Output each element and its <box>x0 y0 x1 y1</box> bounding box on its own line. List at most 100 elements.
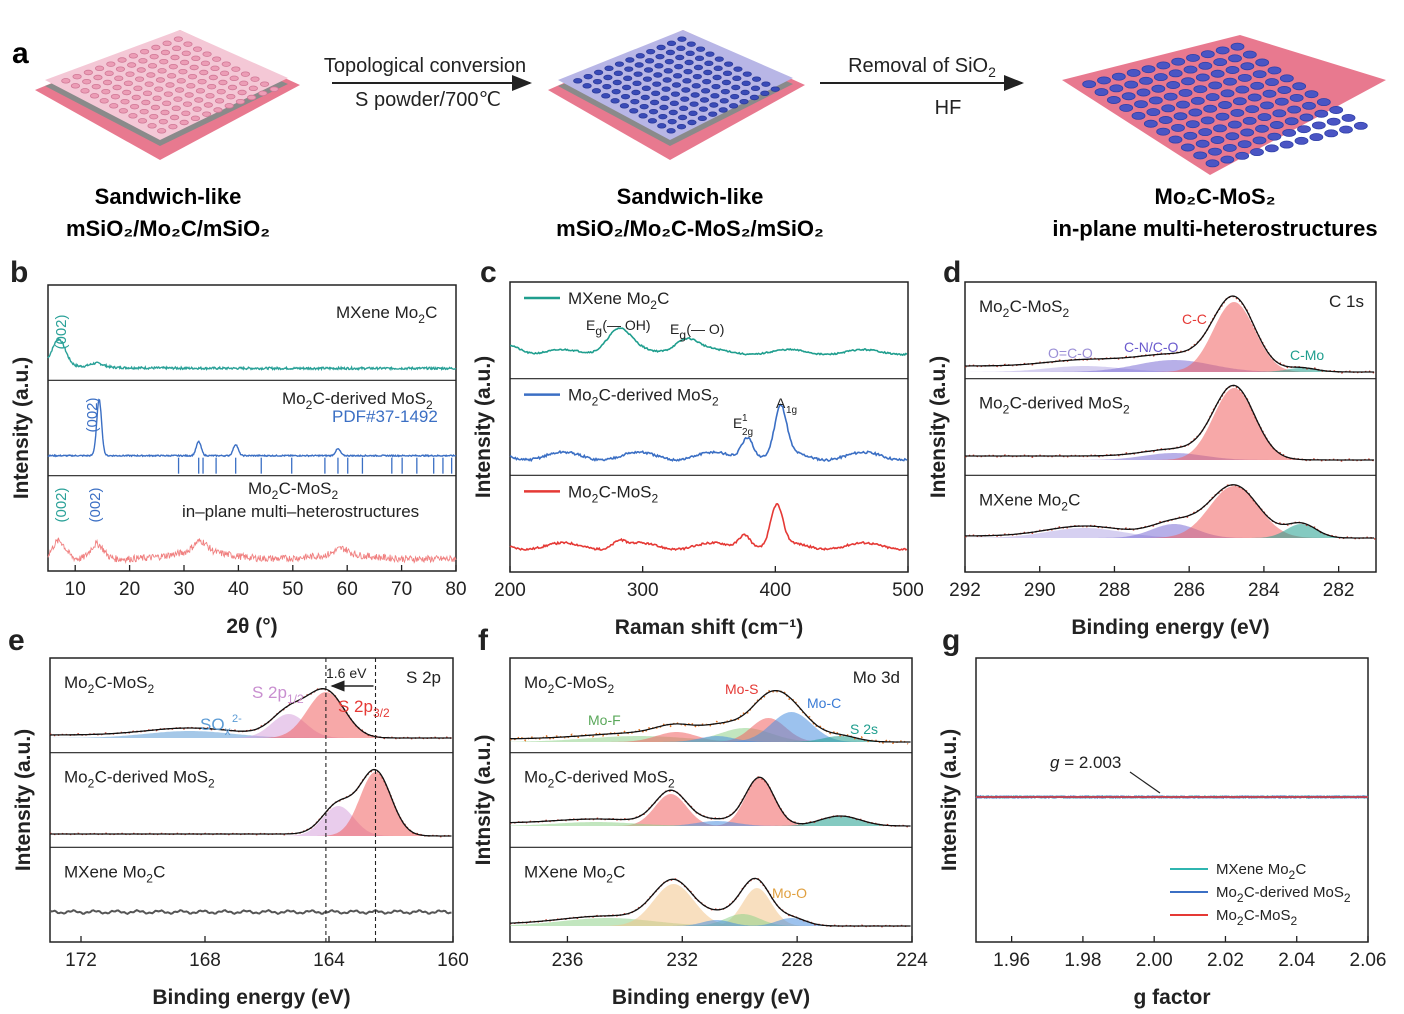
pore <box>192 46 203 52</box>
xps-envelope <box>510 689 911 743</box>
pore <box>1158 116 1173 124</box>
pore <box>640 94 650 101</box>
component-label: Mo-S <box>725 681 758 697</box>
pore <box>165 82 175 88</box>
pore <box>704 60 714 67</box>
caption3-line2: in-plane multi-heterostructures <box>1052 216 1377 241</box>
pore <box>114 75 124 82</box>
component-label: C-C <box>1182 311 1207 327</box>
x-tick-label: 1.98 <box>1064 950 1101 971</box>
pore <box>1237 140 1252 149</box>
pore <box>1195 73 1210 82</box>
pore <box>1252 70 1267 79</box>
x-tick-label: 290 <box>1024 580 1056 601</box>
pore <box>157 68 167 74</box>
pore <box>1136 88 1151 97</box>
pore <box>633 71 643 77</box>
pore <box>104 70 114 77</box>
pore <box>147 63 158 69</box>
pore <box>149 53 159 60</box>
pore <box>705 51 715 57</box>
xps-envelope <box>50 688 452 739</box>
x-tick-label: 1.96 <box>993 950 1030 971</box>
x-axis-label: Raman shift (cm⁻¹) <box>615 616 803 639</box>
x-tick-label: 288 <box>1099 580 1131 601</box>
xps-envelope <box>509 877 911 927</box>
pore <box>674 63 684 70</box>
pore <box>710 93 720 99</box>
pore <box>160 109 170 116</box>
pore <box>619 103 630 109</box>
panel-letter: g <box>942 624 960 657</box>
fit-component <box>510 736 912 742</box>
plot-frame <box>964 281 1377 573</box>
panel-letter: c <box>480 256 497 289</box>
plot-frame <box>47 284 457 572</box>
pore <box>1353 121 1368 130</box>
pore <box>1279 140 1294 149</box>
pore <box>1265 78 1279 87</box>
pore <box>258 90 268 97</box>
pore <box>1119 103 1134 112</box>
pore <box>1232 97 1247 106</box>
pore <box>1171 57 1186 66</box>
pore <box>573 78 583 84</box>
pore <box>593 69 604 76</box>
peak-annotation: A <box>776 395 786 411</box>
raman-curve-0 <box>509 327 908 357</box>
pore <box>582 83 592 89</box>
x-tick-label: 2.02 <box>1207 950 1244 971</box>
pore <box>639 103 649 110</box>
pore <box>1200 50 1215 59</box>
pore <box>1260 101 1274 110</box>
pore <box>210 65 220 72</box>
pore <box>226 93 236 100</box>
pore <box>630 98 640 105</box>
series-label: Eg (— OH) <box>586 317 651 338</box>
pore <box>115 66 126 72</box>
xps-envelope <box>50 768 452 837</box>
peak-annotation: (002) <box>53 487 70 522</box>
pore <box>205 93 215 99</box>
core-level-label: S 2p <box>406 668 441 687</box>
x-tick-label: 50 <box>282 579 303 600</box>
plot-frame <box>975 657 1369 943</box>
g-value-annotation: g = 2.003 <box>1050 753 1121 772</box>
pore <box>150 104 161 111</box>
pore <box>133 85 143 92</box>
x-tick-label: 286 <box>1173 580 1205 601</box>
pore <box>171 105 181 112</box>
pore <box>155 77 166 83</box>
pore <box>154 86 164 92</box>
pore <box>167 73 177 79</box>
pdf-card-label: PDF#37-1492 <box>332 407 438 426</box>
pore <box>1205 159 1220 168</box>
pore <box>698 106 709 112</box>
x-tick-label: 282 <box>1323 580 1355 601</box>
pore <box>120 98 130 105</box>
component-label: S 2s <box>850 721 878 737</box>
series-label: Mo2 C-derived MoS2 <box>64 768 215 791</box>
series-label: Mo2 C-derived MoS2 <box>282 389 433 412</box>
pore <box>1235 85 1250 94</box>
xps-envelope <box>510 776 911 827</box>
peak-annotation: (002) <box>84 397 101 432</box>
pore <box>712 74 722 81</box>
pore <box>1250 148 1264 157</box>
pore <box>663 68 673 74</box>
pore <box>1255 58 1270 67</box>
pore <box>1153 73 1168 82</box>
pore <box>647 118 658 124</box>
pore <box>1272 109 1287 118</box>
pore <box>1178 88 1193 97</box>
pore <box>721 79 732 86</box>
pore <box>1228 54 1242 63</box>
pore <box>604 65 614 72</box>
pore <box>207 83 217 90</box>
pore <box>1186 53 1200 62</box>
pore <box>1220 155 1235 164</box>
pore <box>1316 98 1331 107</box>
pore <box>141 99 151 106</box>
arrow2-bottom-label: HF <box>935 97 962 119</box>
pore <box>237 89 247 96</box>
